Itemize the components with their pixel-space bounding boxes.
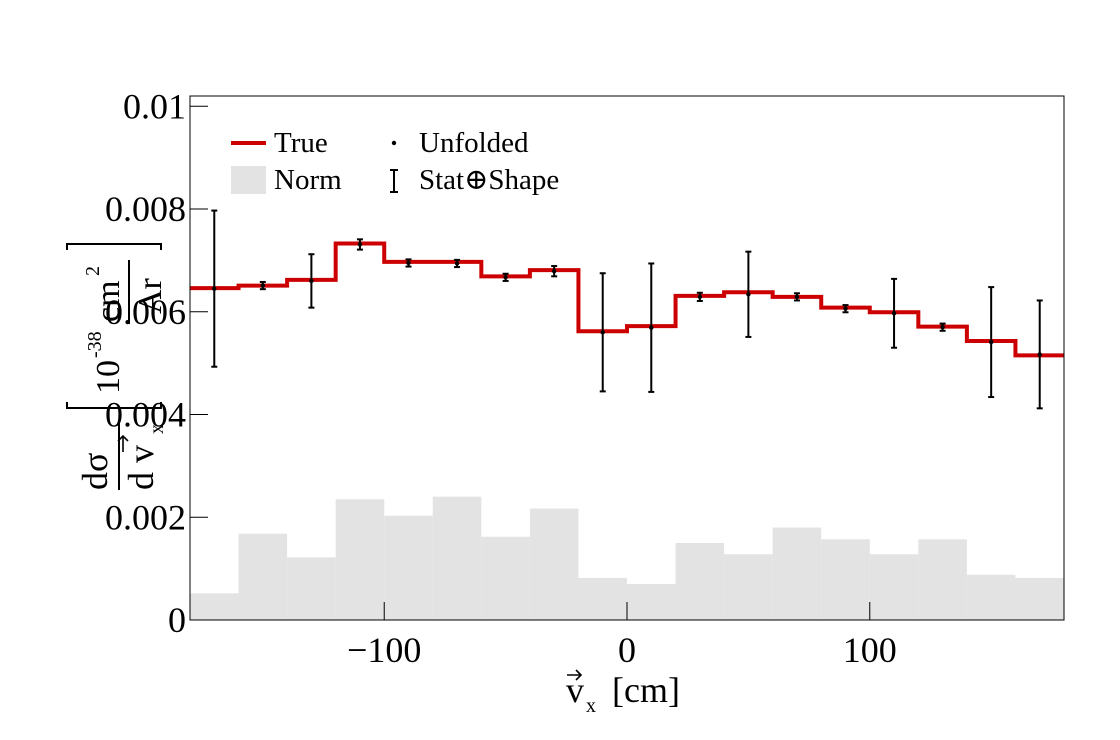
unfolded-point bbox=[793, 292, 800, 302]
true-step-line bbox=[190, 241, 1064, 358]
unfolded-point bbox=[599, 272, 606, 393]
data-point bbox=[746, 292, 751, 297]
legend-unfolded-label: Unfolded bbox=[419, 127, 529, 159]
unfolded-point bbox=[939, 322, 946, 332]
data-point bbox=[988, 339, 994, 345]
data-point bbox=[212, 286, 217, 291]
data-point bbox=[357, 242, 363, 247]
norm-bar bbox=[578, 577, 627, 620]
norm-bar bbox=[869, 554, 919, 620]
unfolded-point bbox=[696, 291, 703, 302]
y-tick-label: 0 bbox=[168, 600, 186, 640]
unfolded-point bbox=[551, 265, 558, 278]
y-tick-label: 0.002 bbox=[105, 497, 186, 537]
norm-bar bbox=[335, 499, 385, 620]
norm-bar bbox=[675, 542, 725, 620]
data-point bbox=[260, 283, 266, 288]
unfolded-point bbox=[405, 258, 412, 268]
svg-text:x: x bbox=[146, 424, 168, 434]
unfolded-point bbox=[988, 286, 995, 399]
svg-text:dσ: dσ bbox=[75, 453, 115, 490]
unfolded-point bbox=[1036, 299, 1043, 410]
y-tick-label: 0.01 bbox=[123, 86, 186, 126]
norm-bar bbox=[966, 574, 1016, 620]
norm-bar bbox=[190, 593, 239, 620]
true-line bbox=[190, 241, 1064, 358]
vector-arrow bbox=[567, 669, 583, 681]
y-tick-label: 0.008 bbox=[105, 189, 186, 229]
unfolded-point bbox=[259, 280, 266, 291]
unfolded-points bbox=[211, 209, 1043, 410]
norm-bar bbox=[529, 508, 579, 620]
legend-error-bar-marker bbox=[390, 169, 398, 193]
svg-text:v: v bbox=[566, 670, 584, 710]
data-point bbox=[1037, 352, 1042, 357]
x-tick-label: 100 bbox=[843, 630, 897, 670]
norm-bar bbox=[627, 584, 676, 620]
data-point bbox=[940, 324, 945, 330]
legend: True Norm Unfolded Stat⊕Shape bbox=[231, 127, 559, 196]
svg-text:-38: -38 bbox=[84, 331, 106, 358]
svg-text:[cm]: [cm] bbox=[612, 670, 680, 710]
svg-text:10: 10 bbox=[90, 360, 127, 394]
x-tick-label: 0 bbox=[618, 630, 636, 670]
data-point bbox=[309, 278, 314, 284]
x-tick-label: −100 bbox=[347, 630, 421, 670]
norm-bar bbox=[918, 539, 967, 620]
data-point bbox=[649, 325, 654, 330]
norm-bar bbox=[432, 496, 482, 620]
data-point bbox=[551, 268, 557, 274]
unfolded-point bbox=[454, 258, 461, 269]
legend-norm-label: Norm bbox=[274, 164, 342, 196]
norm-bar bbox=[724, 554, 773, 620]
norm-histogram bbox=[190, 496, 1064, 620]
unfolded-point bbox=[745, 250, 752, 338]
y-axis-title: dσ d v x 10 -38 cm 2 Ar bbox=[66, 243, 169, 490]
svg-text:d v: d v bbox=[121, 445, 161, 490]
unfolded-point bbox=[891, 277, 898, 349]
norm-bar bbox=[821, 539, 870, 620]
unfolded-point bbox=[502, 272, 509, 282]
norm-bar bbox=[481, 536, 530, 620]
legend-true-label: True bbox=[274, 127, 328, 159]
unfolded-point bbox=[211, 209, 218, 368]
unfolded-point bbox=[842, 304, 849, 314]
svg-text:x: x bbox=[586, 695, 596, 717]
norm-bar bbox=[287, 557, 336, 620]
data-point bbox=[891, 311, 897, 316]
norm-bar bbox=[772, 527, 822, 620]
data-point bbox=[503, 275, 508, 280]
data-point bbox=[406, 260, 411, 266]
y-tick-label: 0.006 bbox=[105, 292, 186, 332]
data-point bbox=[843, 306, 848, 311]
norm-bar bbox=[1015, 577, 1064, 620]
svg-text:cm: cm bbox=[90, 280, 127, 322]
unfolded-point bbox=[648, 262, 655, 393]
legend-norm-swatch bbox=[231, 166, 266, 194]
data-point bbox=[454, 261, 460, 266]
unfolded-point bbox=[308, 253, 315, 309]
x-axis-title: v x [cm] bbox=[566, 669, 680, 717]
norm-bar bbox=[238, 533, 288, 620]
norm-bar bbox=[384, 515, 433, 620]
data-point bbox=[600, 330, 605, 335]
data-point bbox=[697, 294, 703, 300]
unfolded-point bbox=[356, 238, 363, 251]
legend-unfolded-marker bbox=[391, 140, 397, 146]
data-point bbox=[794, 294, 800, 300]
svg-text:Ar: Ar bbox=[132, 277, 169, 314]
svg-text:2: 2 bbox=[82, 266, 104, 276]
legend-error-label: Stat⊕Shape bbox=[419, 164, 559, 196]
